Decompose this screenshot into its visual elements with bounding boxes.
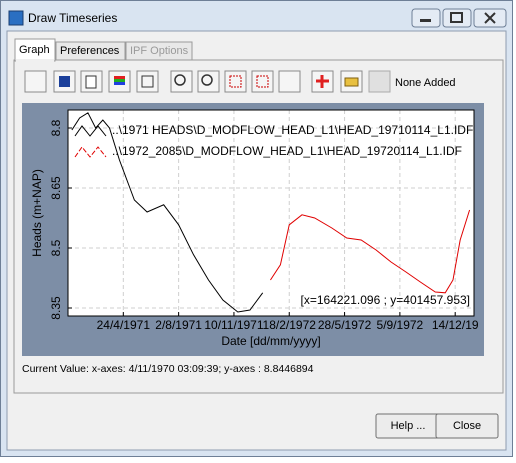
status-bar: Current Value: x-axes: 4/11/1970 03:09:3… xyxy=(22,363,314,375)
tool-button[interactable] xyxy=(24,70,47,93)
tool-icon xyxy=(114,76,125,79)
tab-preferences[interactable] xyxy=(55,41,126,61)
tool-icon xyxy=(174,74,186,86)
tool-icon xyxy=(229,75,242,88)
legend-label: ..\1972_2085\D_MODFLOW_HEAD_L1\HEAD_1972… xyxy=(112,144,462,158)
tool-button[interactable] xyxy=(136,70,159,93)
toolbar-status: None Added xyxy=(395,77,456,89)
plot: 8.35 8.5 8.65 8.8 24/4/1971 2/8/1971 10/11/197… xyxy=(30,109,479,348)
tab-join xyxy=(16,59,54,62)
x-axis-label: Date [dd/mm/yyyy] xyxy=(221,334,320,348)
x-tick-label: 10/11/1971 xyxy=(204,318,263,332)
tab-label: IPF Options xyxy=(130,45,189,57)
pan-button[interactable] xyxy=(278,70,301,93)
maximize-button[interactable] xyxy=(442,8,472,28)
tab-ipf-options[interactable] xyxy=(125,41,193,61)
window-title: Draw Timeseries xyxy=(28,11,117,25)
x-tick-label: 14/12/19 xyxy=(432,318,479,332)
legend-label: ..\1971 HEADS\D_MODFLOW_HEAD_L1\HEAD_197… xyxy=(112,123,473,137)
tool-icon xyxy=(141,75,154,88)
minimize-button[interactable] xyxy=(411,8,441,28)
series-line xyxy=(270,209,471,294)
y-axis-label: Heads (m+NAP) xyxy=(30,169,44,257)
zoom-out-button[interactable] xyxy=(197,70,220,93)
tool-icon xyxy=(256,75,269,88)
y-tick-label: 8.35 xyxy=(49,296,63,320)
y-tick-label: 8.65 xyxy=(49,176,63,200)
tab-label: Graph xyxy=(19,44,50,56)
close-icon xyxy=(484,12,496,24)
x-tick-label: 28/5/1972 xyxy=(318,318,372,332)
tool-button[interactable] xyxy=(251,70,274,93)
toolbar: None Added xyxy=(24,70,456,93)
tool-icon xyxy=(59,76,70,87)
tool-button[interactable] xyxy=(368,70,391,93)
tab-label: Preferences xyxy=(60,45,120,57)
tool-button[interactable] xyxy=(224,70,247,93)
x-tick-label: 18/2/1972 xyxy=(263,318,317,332)
maximize-icon xyxy=(450,12,463,23)
tool-icon xyxy=(114,79,125,82)
plot-border xyxy=(67,109,475,317)
close-dialog-button[interactable] xyxy=(435,413,499,439)
tool-icon xyxy=(85,75,97,89)
legend-swatch xyxy=(74,125,107,137)
tool-icon xyxy=(344,77,359,87)
x-tick-label: 2/8/1971 xyxy=(155,318,202,332)
tool-icon xyxy=(114,82,125,85)
button-label: Close xyxy=(453,420,481,432)
minimize-icon xyxy=(420,19,431,22)
x-tick-label: 5/9/1972 xyxy=(377,318,424,332)
zoom-in-button[interactable] xyxy=(170,70,193,93)
window-icon xyxy=(8,10,24,26)
x-tick-label: 24/4/1971 xyxy=(97,318,151,332)
plot-area xyxy=(68,110,474,316)
y-tick-label: 8.8 xyxy=(49,119,63,136)
tool-icon xyxy=(201,74,213,86)
button-label: Help ... xyxy=(391,420,426,432)
tool-icon xyxy=(316,75,329,88)
window-controls[interactable] xyxy=(411,8,507,28)
annotation: [x=164221.096 ; y=401457.953] xyxy=(301,293,470,307)
y-tick-label: 8.5 xyxy=(49,239,63,256)
legend-swatch xyxy=(74,146,107,158)
series-line xyxy=(71,112,264,313)
